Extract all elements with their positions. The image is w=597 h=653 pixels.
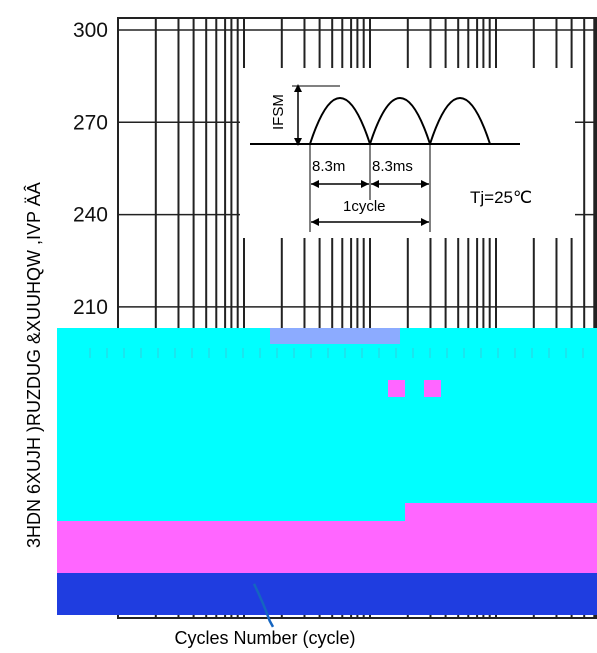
inset-cycle-dim-left	[311, 218, 319, 226]
magenta-artifact-band-right	[405, 503, 597, 525]
inset-ifsm-label: IFSM	[270, 94, 287, 130]
x-axis-label: Cycles Number (cycle)	[174, 628, 355, 648]
inset-half-wave-2	[369, 97, 431, 145]
inset-waveform: IFSM 8.3m 8.3ms 1cycle Tj=25℃	[240, 68, 575, 238]
blue-artifact-band	[57, 573, 597, 615]
artifact-tick-marks	[89, 348, 584, 358]
inset-half-cycle-label-1: 8.3m	[312, 158, 345, 175]
y-tick-210: 210	[73, 296, 108, 319]
inset-half-cycle-dim-1-left	[311, 180, 319, 188]
y-tick-300: 300	[73, 19, 108, 42]
inset-half-cycle-dim-1-right	[361, 180, 369, 188]
inset-cycle-label: 1cycle	[343, 198, 386, 215]
inset-cycle-dim-right	[421, 218, 429, 226]
y-axis-label: 3HDN 6XUJH )RUZDUG &XUUHQW ,IVP ÄÂ	[24, 182, 44, 548]
magenta-artifact-strip	[270, 328, 400, 344]
magenta-artifact-speck-2	[424, 380, 441, 397]
magenta-artifact-speck-1	[388, 380, 405, 397]
y-tick-270: 270	[73, 111, 108, 134]
inset-half-wave-1	[309, 97, 371, 145]
data-series-overlay	[252, 583, 275, 628]
inset-tj-label: Tj=25℃	[470, 188, 532, 207]
inset-ifsm-arrowhead-top	[294, 84, 302, 92]
inset-half-cycle-label-2: 8.3ms	[372, 158, 413, 175]
inset-half-cycle-dim-2-left	[371, 180, 379, 188]
y-tick-240: 240	[73, 204, 108, 227]
magenta-artifact-band	[57, 521, 597, 573]
inset-half-wave-3	[429, 97, 491, 145]
cyan-artifact-band	[57, 328, 597, 528]
inset-ifsm-arrowhead-bottom	[294, 138, 302, 146]
inset-half-cycle-dim-2-right	[421, 180, 429, 188]
series-line-1	[252, 583, 275, 628]
inset-background	[240, 68, 575, 238]
